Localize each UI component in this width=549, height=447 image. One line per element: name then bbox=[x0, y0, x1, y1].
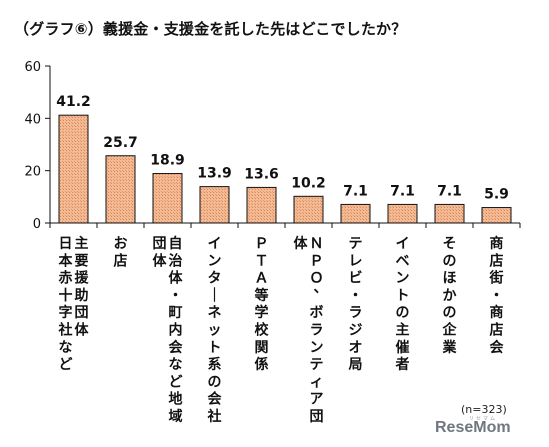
label-layer: 41.2 主要援助団体日本赤十字社など 25.7 お店 18.9 自治体・町内会など地域団… bbox=[56, 94, 509, 425]
category-label: インタ｜ネット系の会社 bbox=[207, 236, 223, 425]
chart-title: （グラフ⑥）義援金・支援金を託した先はどこでしたか？ bbox=[14, 20, 407, 38]
value-label: 18.9 bbox=[150, 153, 185, 169]
y-tick-label: 20 bbox=[24, 165, 41, 180]
category-label: 商店街・商店会 bbox=[489, 235, 505, 356]
y-tick-label: 40 bbox=[24, 112, 41, 127]
category-label: 主要援助団体日本赤十字社など bbox=[58, 235, 90, 373]
value-label: 5.9 bbox=[484, 187, 509, 203]
value-label: 41.2 bbox=[56, 94, 91, 110]
category-label: 自治体・町内会など地域団体 bbox=[153, 235, 184, 425]
bar-layer bbox=[58, 114, 512, 224]
y-tick-label: 60 bbox=[24, 60, 41, 75]
bar bbox=[152, 173, 183, 224]
bar bbox=[58, 114, 89, 224]
bar bbox=[246, 186, 277, 224]
bar bbox=[340, 203, 371, 224]
axis-layer: 0 20 40 60 bbox=[24, 60, 521, 232]
y-tick-label: 0 bbox=[33, 217, 41, 232]
value-label: 10.2 bbox=[291, 175, 326, 191]
category-label: イベントの主催者 bbox=[396, 236, 410, 373]
value-label: 13.6 bbox=[244, 166, 279, 182]
category-label: テレビ・ラジオ局 bbox=[349, 236, 363, 373]
bar bbox=[481, 207, 512, 224]
bar bbox=[434, 203, 465, 224]
value-label: 7.1 bbox=[390, 183, 415, 199]
sample-size-note: (n=323) bbox=[461, 403, 507, 416]
value-label: 13.9 bbox=[197, 166, 232, 182]
bar bbox=[293, 195, 324, 224]
value-label: 7.1 bbox=[437, 183, 462, 199]
category-label: そのほかの企業 bbox=[442, 236, 458, 356]
value-label: 7.1 bbox=[343, 183, 368, 199]
category-label: お店 bbox=[114, 236, 128, 269]
bar bbox=[387, 203, 418, 224]
category-label: ＮＰＯ、ボランティア団体 bbox=[294, 235, 328, 425]
value-label: 25.7 bbox=[103, 135, 138, 151]
category-label: ＰＴＡ等学校関係 bbox=[255, 236, 270, 373]
watermark-ruby: リセマム bbox=[469, 416, 498, 422]
bar bbox=[199, 186, 230, 224]
watermark-logo: ReseMom bbox=[435, 419, 511, 436]
bar bbox=[105, 155, 136, 224]
